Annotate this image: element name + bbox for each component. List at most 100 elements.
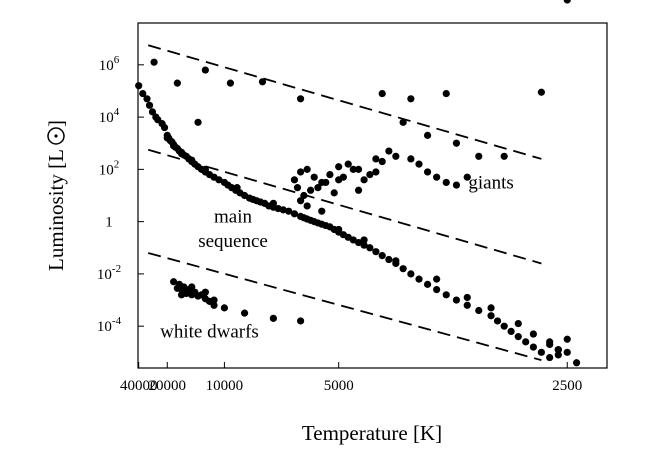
- main-sequence-point: [163, 134, 171, 142]
- giants-point: [318, 207, 326, 215]
- giants-point: [378, 157, 386, 166]
- main-sequence-point: [160, 123, 169, 132]
- main-sequence-point: [487, 312, 495, 320]
- giants-point: [407, 155, 415, 163]
- y-axis-title: Luminosity [L: [44, 149, 68, 271]
- main-sequence-point: [563, 335, 571, 343]
- y-axis-title-close: ]: [44, 120, 68, 127]
- main-sequence-point: [572, 359, 581, 367]
- giants-point: [423, 168, 432, 176]
- main-sequence-point: [143, 95, 151, 103]
- main-sequence-point: [385, 255, 393, 264]
- giants-point: [354, 186, 363, 194]
- main-sequence-point: [360, 236, 368, 244]
- main-sequence-point: [514, 319, 522, 328]
- main-sequence-point: [563, 348, 571, 356]
- giants-point: [293, 184, 302, 192]
- giants-point: [303, 202, 311, 210]
- main-sequence-point: [433, 275, 441, 283]
- main-sequence-point: [463, 293, 471, 302]
- giants-point: [303, 165, 311, 173]
- y-tick-label: 102: [99, 158, 120, 178]
- x-tick-label: 10000: [206, 378, 244, 394]
- sun-center-dot: [54, 134, 58, 138]
- main-sequence-point: [279, 206, 287, 214]
- main-sequence-point: [537, 348, 545, 356]
- dashed-line-lower: [147, 252, 542, 362]
- main-sequence-point: [493, 317, 502, 325]
- main-sequence-point: [546, 340, 554, 349]
- giants-point: [344, 160, 352, 168]
- giants-point: [296, 95, 305, 103]
- white-dwarfs-point: [210, 296, 218, 304]
- main-sequence-point: [442, 291, 450, 299]
- giants-point: [366, 170, 374, 179]
- giants-point: [442, 178, 450, 187]
- dashed-line-upper: [147, 44, 542, 160]
- white-dwarfs-point: [220, 304, 229, 312]
- main-sequence-point: [399, 265, 407, 273]
- main-sequence-point: [407, 270, 415, 278]
- giants-point: [463, 173, 471, 181]
- giants-point: [354, 165, 363, 173]
- white-dwarfs-point: [170, 278, 178, 286]
- white-dwarfs-point: [269, 314, 277, 322]
- giants-point: [433, 173, 441, 181]
- main-sequence-point: [233, 184, 241, 192]
- giants-point: [307, 186, 315, 194]
- main-sequence-point: [135, 82, 143, 90]
- main-sequence-point: [529, 330, 537, 338]
- main-sequence-point: [354, 238, 363, 247]
- giants-point: [314, 184, 322, 192]
- white-dwarfs-point: [177, 291, 186, 299]
- sun-circle-dot-icon: [47, 127, 65, 145]
- main-sequence-point: [148, 108, 157, 116]
- main-sequence-point: [392, 257, 400, 265]
- main-sequence-point: [335, 225, 343, 234]
- main-sequence-point: [507, 327, 515, 336]
- giants-point: [372, 155, 380, 163]
- giants-point: [385, 147, 393, 155]
- giants-point: [173, 79, 181, 87]
- y-tick-label: 10-2: [97, 263, 121, 283]
- giants-point: [335, 176, 343, 184]
- giants-point: [226, 79, 235, 87]
- main-sequence-point: [145, 101, 154, 109]
- main-sequence-point: [177, 150, 186, 158]
- y-tick-label: 1: [105, 215, 113, 231]
- giants-point: [258, 78, 267, 86]
- giants-point: [423, 131, 432, 139]
- annotation-white-dwarfs: white dwarfs: [160, 321, 259, 342]
- main-sequence-point: [139, 89, 147, 98]
- main-sequence-point: [500, 322, 508, 330]
- main-sequence-point: [554, 346, 562, 354]
- x-axis-title: Temperature [K]: [302, 421, 442, 445]
- main-sequence-point: [372, 248, 380, 256]
- giants-point: [442, 89, 450, 98]
- giants-point: [310, 173, 318, 181]
- white-dwarfs-point: [210, 301, 218, 309]
- x-tick-label: 2500: [552, 378, 582, 394]
- main-sequence-point: [290, 210, 299, 218]
- main-sequence-point: [487, 304, 495, 312]
- main-sequence-point: [366, 244, 374, 252]
- y-tick-label: 106: [99, 54, 120, 74]
- white-dwarfs-point: [240, 309, 249, 317]
- giants-point: [296, 197, 305, 205]
- main-sequence-point: [378, 252, 386, 260]
- giants-point: [194, 118, 202, 126]
- white-dwarfs-point: [296, 317, 305, 325]
- giants-point: [330, 189, 338, 197]
- main-sequence-point: [285, 207, 293, 215]
- annotation-giants: giants: [468, 172, 513, 193]
- giants-point: [335, 163, 343, 171]
- main-sequence-point: [546, 353, 554, 362]
- plot-frame: [137, 22, 608, 369]
- y-tick-label: 104: [99, 106, 120, 126]
- giants-point: [296, 168, 305, 176]
- main-sequence-point: [475, 306, 483, 315]
- main-sequence-point: [415, 275, 423, 283]
- giants-point: [326, 170, 334, 179]
- giants-point: [415, 160, 423, 168]
